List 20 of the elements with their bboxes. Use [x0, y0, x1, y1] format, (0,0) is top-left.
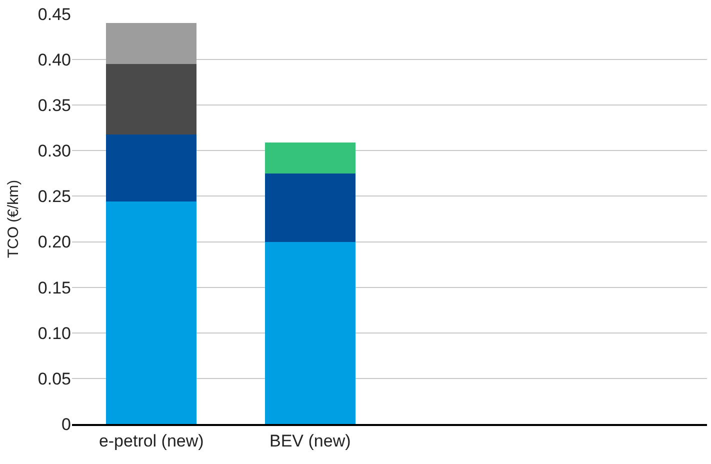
y-axis-title: TCO (€/km)	[5, 180, 22, 258]
y-tick-label: 0.05	[38, 369, 71, 388]
y-tick-label: 0.15	[38, 278, 71, 298]
bar	[264, 173, 356, 242]
bar	[106, 202, 197, 424]
y-tick-label: 0.45	[38, 4, 71, 24]
y-tick-label: 0.35	[38, 96, 71, 116]
y-tick-label: 0.25	[38, 187, 71, 206]
bar	[106, 64, 197, 134]
bar	[106, 134, 197, 202]
x-tick-label: BEV (new)	[270, 431, 351, 450]
bar	[106, 23, 197, 64]
y-tick-label: 0.20	[38, 232, 71, 252]
x-tick-label: e-petrol (new)	[98, 431, 204, 450]
bar	[264, 242, 356, 424]
y-tick-label: 0.10	[38, 324, 71, 343]
y-tick-label: 0.40	[38, 50, 71, 70]
y-tick-label: 0.30	[38, 142, 71, 161]
y-tick-label: 0	[62, 414, 71, 434]
bar	[264, 142, 356, 174]
